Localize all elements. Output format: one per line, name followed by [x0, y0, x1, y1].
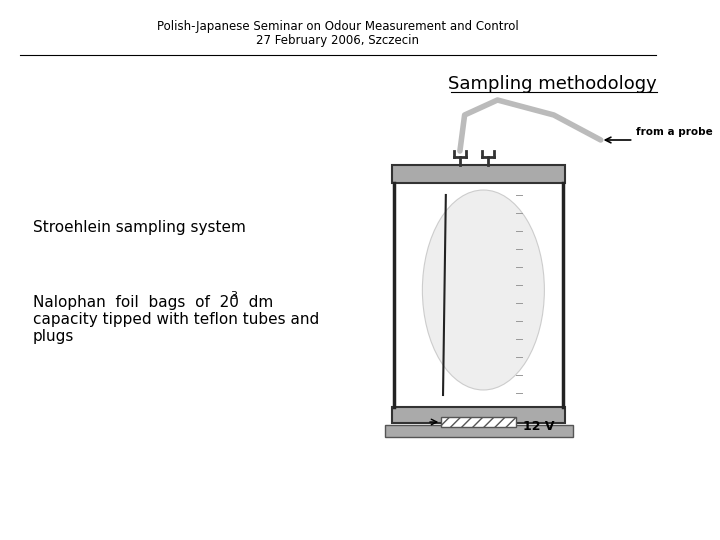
Text: capacity tipped with teflon tubes and: capacity tipped with teflon tubes and: [33, 312, 319, 327]
Text: Sampling methodology: Sampling methodology: [449, 75, 657, 93]
Text: 12 V: 12 V: [523, 421, 554, 434]
Text: 3: 3: [230, 291, 237, 301]
Bar: [392, 407, 565, 423]
Bar: [441, 417, 516, 427]
Text: Nalophan  foil  bags  of  20  dm: Nalophan foil bags of 20 dm: [33, 295, 273, 310]
Bar: [392, 165, 565, 183]
Ellipse shape: [423, 190, 544, 390]
Bar: [384, 425, 572, 437]
Text: Stroehlein sampling system: Stroehlein sampling system: [33, 220, 246, 235]
Text: 27 February 2006, Szczecin: 27 February 2006, Szczecin: [256, 34, 419, 47]
Text: from a probe: from a probe: [636, 127, 713, 137]
Text: Polish-Japanese Seminar on Odour Measurement and Control: Polish-Japanese Seminar on Odour Measure…: [157, 20, 519, 33]
Text: plugs: plugs: [33, 329, 74, 344]
